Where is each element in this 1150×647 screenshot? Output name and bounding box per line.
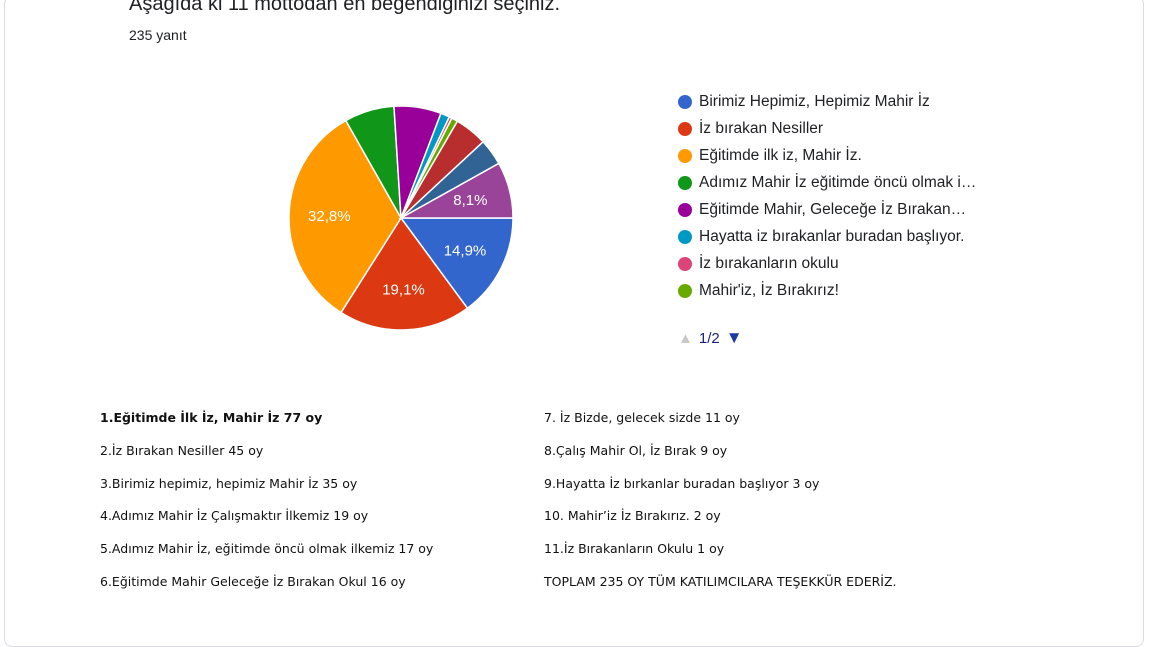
- legend-item: Birimiz Hepimiz, Hepimiz Mahir İz: [678, 88, 976, 115]
- legend-swatch-icon: [678, 94, 692, 109]
- slice-data-label: 8,1%: [453, 192, 487, 209]
- legend-item: Hayatta iz bırakanlar buradan başlıyor.: [678, 223, 976, 250]
- legend-swatch-icon: [678, 256, 692, 271]
- question-title: Aşağıda ki 11 mottodan en beğendiğinizi …: [129, 0, 561, 15]
- legend-swatch-icon: [678, 283, 692, 298]
- legend-item: Eğitimde ilk iz, Mahir İz.: [678, 142, 976, 169]
- result-line: 10. Mahir’iz İz Bırakırız. 2 oy: [544, 508, 721, 524]
- result-line: 8.Çalış Mahir Ol, İz Bırak 9 oy: [544, 442, 728, 458]
- legend-label: Eğitimde Mahir, Geleceğe İz Bırakan…: [699, 200, 967, 218]
- legend-item: İz bırakan Nesiller: [678, 115, 976, 142]
- pager-up-icon[interactable]: ▲: [678, 329, 693, 347]
- legend-item: Adımız Mahir İz eğitimde öncü olmak i…: [678, 169, 976, 196]
- legend-item: Eğitimde Mahir, Geleceğe İz Bırakan…: [678, 196, 976, 223]
- total-line: TOPLAM 235 OY TÜM KATILIMCILARA TEŞEKKÜR…: [544, 573, 897, 589]
- slice-data-label: 32,8%: [308, 208, 351, 225]
- legend-swatch-icon: [678, 229, 692, 244]
- pie-slice: [288, 119, 402, 314]
- legend-swatch-icon: [678, 121, 692, 136]
- pager-down-icon[interactable]: ▼: [725, 328, 743, 347]
- slice-data-label: 19,1%: [382, 282, 425, 299]
- legend-label: Adımız Mahir İz eğitimde öncü olmak i…: [699, 173, 977, 191]
- result-line: 6.Eğitimde Mahir Geleceğe İz Bırakan Oku…: [100, 573, 406, 589]
- legend-label: Birimiz Hepimiz, Hepimiz Mahir İz: [699, 92, 930, 110]
- result-line: 7. İz Bizde, gelecek sizde 11 oy: [544, 410, 740, 425]
- chart-legend: Birimiz Hepimiz, Hepimiz Mahir İz İz bıra…: [678, 88, 976, 304]
- legend-item: İz bırakanların okulu: [678, 250, 976, 277]
- legend-label: Eğitimde ilk iz, Mahir İz.: [699, 146, 862, 164]
- legend-label: İz bırakan Nesiller: [699, 119, 824, 137]
- legend-swatch-icon: [678, 148, 692, 163]
- legend-item: Mahir'iz, İz Bırakırız!: [678, 277, 976, 304]
- legend-swatch-icon: [678, 175, 692, 190]
- result-line: 4.Adımız Mahir İz Çalışmaktır İlkemiz 19…: [100, 508, 369, 524]
- response-count: 235 yanıt: [129, 27, 187, 43]
- pie-slice: [339, 216, 469, 331]
- pie-chart: 14,9% 19,1% 32,8% 8,1%: [288, 105, 514, 331]
- legend-label: Hayatta iz bırakanlar buradan başlıyor.: [699, 227, 965, 245]
- pie-slice: [399, 217, 514, 310]
- results-left-column: 1.Eğitimde İlk İz, Mahir İz 77 oy 2.İz B…: [100, 409, 433, 606]
- legend-label: Mahir'iz, İz Bırakırız!: [699, 281, 839, 299]
- response-card: [4, 0, 1144, 647]
- legend-pager: ▲ 1/2 ▼: [678, 328, 743, 348]
- result-line: 1.Eğitimde İlk İz, Mahir İz 77 oy: [100, 410, 323, 425]
- slice-data-label: 14,9%: [444, 242, 487, 259]
- result-line: 9.Hayatta İz bırkanlar buradan başlıyor …: [544, 475, 820, 491]
- pie-slice: [398, 162, 514, 219]
- pager-label: 1/2: [698, 329, 720, 347]
- result-line: 2.İz Bırakan Nesiller 45 oy: [100, 442, 264, 458]
- legend-label: İz bırakanların okulu: [699, 254, 839, 272]
- result-line: 5.Adımız Mahir İz, eğitimde öncü olmak i…: [100, 541, 434, 557]
- result-line: 11.İz Bırakanların Okulu 1 oy: [544, 541, 725, 557]
- legend-swatch-icon: [678, 202, 692, 217]
- results-right-column: 7. İz Bizde, gelecek sizde 11 oy 8.Çalış…: [544, 409, 897, 606]
- result-line: 3.Birimiz hepimiz, hepimiz Mahir İz 35 o…: [100, 475, 358, 491]
